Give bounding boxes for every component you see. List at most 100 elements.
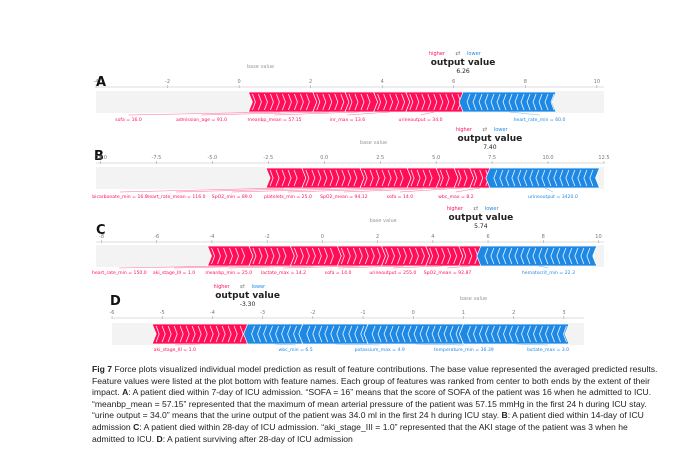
red-chevron-mark — [463, 169, 468, 187]
axis-tick-label: 2.5 — [376, 155, 384, 161]
red-label-connector — [283, 265, 360, 269]
blue-chevron-mark — [473, 325, 477, 343]
blue-chevron-mark — [479, 325, 483, 343]
red-label-connector — [174, 265, 270, 269]
red-feature-label: lactate_max = 14.2 — [261, 270, 306, 276]
output-value-label: output value — [458, 134, 523, 144]
red-chevron-mark — [257, 93, 262, 111]
red-chevron-mark — [441, 247, 446, 265]
output-value: 5.74 — [474, 223, 488, 230]
blue-chevron-mark — [443, 325, 448, 343]
blue-chevron-mark — [526, 93, 531, 111]
axis-tick-label: 3 — [562, 310, 565, 316]
red-chevron-mark — [385, 247, 389, 265]
blue-chevron-mark — [571, 169, 576, 187]
axis-tick-label: 2 — [512, 310, 515, 316]
higher-lower-arrows-icon: ⇄ — [240, 283, 245, 290]
red-chevron-mark — [233, 325, 238, 343]
red-chevron-mark — [239, 325, 244, 343]
red-label-connector — [399, 187, 462, 193]
red-chevron-mark — [263, 93, 268, 111]
blue-chevron-mark — [324, 325, 329, 343]
red-chevron-mark — [305, 93, 310, 111]
red-feature-label: meanbp_mean = 57.15 — [247, 117, 301, 123]
blue-feature-label: hematocrit_min = 22.3 — [522, 270, 575, 276]
red-chevron-mark — [329, 169, 334, 187]
red-chevron-mark — [445, 169, 450, 187]
output-value: -3.30 — [240, 301, 256, 308]
red-chevron-mark — [299, 247, 304, 265]
red-chevron-mark — [155, 325, 160, 343]
panel-label: A — [96, 75, 106, 90]
red-label-connector — [347, 111, 390, 116]
red-chevron-mark — [421, 247, 425, 265]
blue-chevron-mark — [532, 247, 537, 265]
blue-chevron-mark — [509, 325, 513, 343]
red-chevron-mark — [409, 247, 413, 265]
red-chevron-mark — [347, 169, 352, 187]
blue-chevron-mark — [354, 325, 359, 343]
blue-chevron-mark — [431, 325, 436, 343]
blue-chevron-mark — [330, 325, 335, 343]
blue-chevron-mark — [515, 325, 519, 343]
caption-fig-label: Fig 7 — [92, 364, 113, 374]
red-chevron-mark — [221, 325, 226, 343]
blue-chevron-mark — [312, 325, 317, 343]
red-chevron-mark — [287, 169, 292, 187]
blue-label-connector — [335, 343, 380, 346]
blue-chevron-mark — [592, 247, 597, 265]
blue-label-connector — [544, 187, 554, 193]
axis-tick-label: -4 — [210, 310, 215, 316]
blue-chevron-mark — [503, 325, 507, 343]
red-chevron-mark — [415, 93, 420, 111]
red-chevron-mark — [328, 93, 333, 111]
blue-chevron-mark — [508, 247, 513, 265]
red-label-connector — [201, 111, 329, 116]
red-chevron-mark — [381, 169, 386, 187]
blue-feature-label: potassium_max = 4.9 — [355, 347, 405, 353]
red-chevron-mark — [360, 93, 365, 111]
blue-chevron-mark — [360, 325, 365, 343]
blue-chevron-mark — [263, 325, 267, 343]
red-chevron-mark — [323, 247, 328, 265]
red-chevron-mark — [281, 93, 286, 111]
red-chevron-mark — [293, 93, 298, 111]
red-chevron-mark — [353, 169, 358, 187]
red-chevron-mark — [281, 169, 286, 187]
higher-label: higher — [214, 284, 231, 290]
blue-chevron-mark — [497, 325, 501, 343]
blue-chevron-mark — [490, 93, 495, 111]
red-chevron-mark — [462, 247, 467, 265]
axis-tick-label: 2 — [309, 79, 312, 85]
axis-tick-label: -6 — [110, 310, 115, 316]
red-chevron-mark — [433, 93, 438, 111]
red-chevron-mark — [346, 247, 351, 265]
red-chevron-mark — [473, 169, 478, 187]
blue-chevron-mark — [529, 169, 534, 187]
output-value-label: output value — [215, 291, 280, 301]
blue-chevron-mark — [502, 93, 507, 111]
blue-chevron-mark — [505, 169, 510, 187]
red-feature-label: aki_stage_III = 1.0 — [153, 270, 195, 276]
blue-chevron-mark — [472, 93, 477, 111]
blue-chevron-mark — [595, 169, 600, 187]
blue-chevron-mark — [287, 325, 291, 343]
red-chevron-mark — [317, 247, 322, 265]
red-chevron-mark — [348, 93, 353, 111]
blue-chevron-mark — [577, 169, 582, 187]
red-chevron-mark — [447, 247, 452, 265]
red-chevron-mark — [223, 247, 228, 265]
red-chevron-mark — [401, 93, 406, 111]
blue-chevron-mark — [589, 169, 594, 187]
axis-tick-label: -1 — [361, 310, 366, 316]
red-chevron-mark — [366, 93, 371, 111]
red-chevron-mark — [334, 93, 339, 111]
red-chevron-mark — [311, 247, 316, 265]
red-chevron-mark — [269, 93, 274, 111]
axis-tick-label: 0 — [321, 234, 324, 240]
blue-chevron-mark — [574, 247, 579, 265]
red-chevron-mark — [451, 93, 456, 111]
